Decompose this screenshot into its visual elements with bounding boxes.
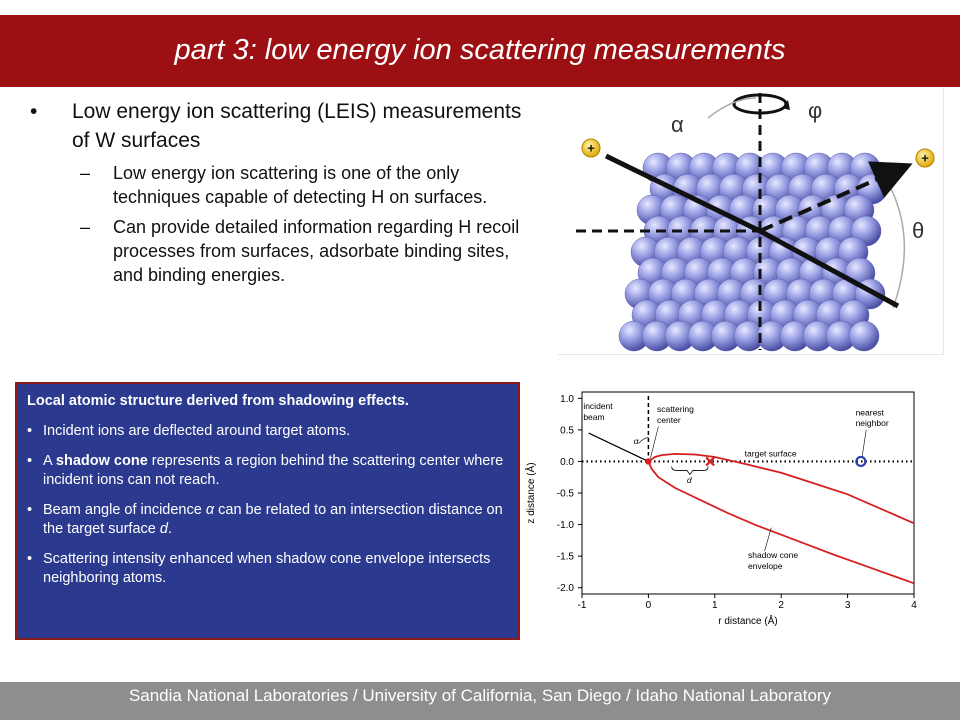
box-item-text: Incident ions are deflected around targe…	[43, 423, 350, 439]
alpha-arc	[708, 98, 756, 118]
ion-scattering-diagram: + + α φ θ	[558, 88, 944, 355]
box-item-3: • Beam angle of incidence α can be relat…	[27, 501, 508, 539]
text-run: Beam angle of incidence	[43, 502, 206, 518]
shadow-cone-chart: z distance (Å) r distance (Å) -1 0 1 2 3 4 1.0…	[520, 378, 960, 638]
title-bar: part 3: low energy ion scattering measur…	[0, 15, 960, 87]
shadow-cone-leader	[765, 528, 772, 551]
bold-term: shadow cone	[56, 453, 148, 469]
slide-title: part 3: low energy ion scattering measur…	[0, 34, 960, 67]
incident-beam-annotation: beam	[583, 412, 604, 422]
sub-bullet-text: Can provide detailed information regardi…	[113, 217, 519, 285]
box-bullet-marker: •	[27, 422, 32, 441]
alpha-label: α	[671, 112, 684, 137]
incident-beam-line	[589, 433, 649, 461]
y-tick-label: 0.5	[560, 425, 574, 436]
nearest-neighbor-annotation: neighbor	[856, 418, 889, 428]
y-tick-label: -1.5	[557, 552, 575, 563]
incident-ion-symbol: +	[587, 141, 595, 156]
y-axis-label: z distance (Å)	[524, 462, 537, 523]
x-tick-label: 2	[778, 600, 784, 611]
sub-bullet-marker: –	[80, 161, 90, 185]
text-run: A	[43, 453, 56, 469]
incident-beam-annotation: incident	[583, 401, 613, 411]
shadow-cone-curve	[648, 454, 914, 523]
nearest-neighbor-annotation: nearest	[856, 407, 885, 417]
y-tick-label: -0.5	[557, 489, 575, 500]
box-item-2: • A shadow cone represents a region behi…	[27, 452, 508, 490]
theta-arc	[888, 183, 904, 308]
scattering-center-annotation: scattering	[657, 404, 694, 414]
alpha-arc	[638, 437, 648, 443]
theta-label: θ	[912, 218, 924, 243]
shadow-cone-annotation: envelope	[748, 561, 783, 571]
footer-text: Sandia National Laboratories / Universit…	[0, 686, 960, 706]
y-tick-label: 1.0	[560, 394, 574, 405]
sub-bullet-marker: –	[80, 215, 90, 239]
footer-bar: Sandia National Laboratories / Universit…	[0, 682, 960, 720]
sub-bullet-text: Low energy ion scattering is one of the …	[113, 163, 487, 207]
scattering-center-leader	[650, 427, 658, 459]
y-tick-label: -1.0	[557, 520, 575, 531]
main-bullet-text: Low energy ion scattering (LEIS) measure…	[72, 100, 521, 152]
box-bullet-marker: •	[27, 550, 32, 569]
scattering-center-annotation: center	[657, 415, 681, 425]
italic-symbol: d	[160, 521, 168, 537]
box-bullet-marker: •	[27, 452, 32, 471]
main-bullet: • Low energy ion scattering (LEIS) measu…	[30, 97, 540, 155]
box-item-text: Beam angle of incidence α can be related…	[43, 502, 503, 537]
d-annotation: d	[687, 475, 692, 485]
scattered-ion-symbol: +	[921, 151, 929, 166]
italic-symbol: α	[206, 502, 214, 518]
y-tick-label: -2.0	[557, 583, 575, 594]
phi-label: φ	[808, 98, 822, 123]
x-tick-label: 4	[911, 600, 917, 611]
shadowing-info-box: Local atomic structure derived from shad…	[15, 382, 520, 640]
scattering-center-marker	[645, 458, 651, 464]
sub-bullet-2: – Can provide detailed information regar…	[30, 215, 540, 287]
nearest-neighbor-leader	[862, 430, 866, 457]
ion-scattering-svg: + + α φ θ	[558, 88, 943, 354]
shadow-cone-chart-svg: z distance (Å) r distance (Å) -1 0 1 2 3 4 1.0…	[520, 378, 960, 638]
box-heading: Local atomic structure derived from shad…	[27, 392, 508, 411]
sub-bullet-1: – Low energy ion scattering is one of th…	[30, 161, 540, 209]
box-item-4: • Scattering intensity enhanced when sha…	[27, 550, 508, 588]
text-run: .	[168, 521, 172, 537]
y-tick-label: 0.0	[560, 457, 574, 468]
alpha-annotation: α	[634, 436, 640, 446]
bullet-list: • Low energy ion scattering (LEIS) measu…	[30, 97, 540, 287]
box-item-text: A shadow cone represents a region behind…	[43, 453, 503, 488]
shadow-cone-annotation: shadow cone	[748, 550, 798, 560]
x-tick-label: 1	[712, 600, 718, 611]
x-tick-label: 3	[845, 600, 851, 611]
text-run: Scattering intensity enhanced when shado…	[43, 551, 490, 586]
box-item-text: Scattering intensity enhanced when shado…	[43, 551, 490, 586]
x-tick-label: 0	[646, 600, 652, 611]
target-surface-annotation: target surface	[745, 448, 797, 458]
box-item-1: • Incident ions are deflected around tar…	[27, 422, 508, 441]
box-bullet-marker: •	[27, 501, 32, 520]
x-axis-label: r distance (Å)	[718, 614, 777, 627]
atom-sphere	[849, 321, 879, 351]
d-brace	[672, 466, 709, 474]
x-tick-label: -1	[578, 600, 587, 611]
bullet-marker: •	[30, 97, 37, 126]
text-run: Incident ions are deflected around targe…	[43, 423, 350, 439]
